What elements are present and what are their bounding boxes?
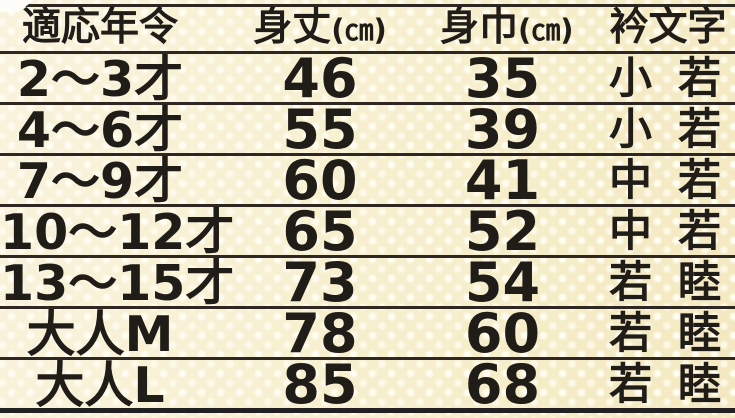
age-cell: 10〜12才: [0, 203, 235, 261]
collar-right: 睦: [678, 257, 721, 308]
header-body-length: 身丈(㎝): [200, 8, 440, 47]
body-length-cell: 60: [282, 149, 358, 212]
body-length-cell: 46: [282, 47, 358, 110]
header-body-length-unit: (㎝): [331, 12, 387, 47]
collar-left: 中: [609, 155, 652, 206]
age-cell: 大人L: [35, 356, 165, 414]
collar-right: 若: [678, 104, 721, 155]
header-body-width-label: 身巾: [440, 4, 519, 50]
body-width-cell: 39: [464, 98, 541, 161]
age-cell: 13〜15才: [0, 254, 235, 312]
collar-left: 若: [609, 308, 652, 359]
table-row: 13〜15才 73 54 若 睦: [0, 251, 735, 314]
table-row: 大人L 85 68 若 睦: [0, 353, 735, 416]
body-width-cell: 54: [464, 251, 541, 314]
body-width-cell: 35: [464, 47, 541, 110]
age-cell: 2〜3才: [16, 50, 184, 108]
table-row: 大人M 78 60 若 睦: [0, 302, 735, 365]
table-row: 4〜6才 55 39 小 若: [0, 98, 735, 161]
collar-cell: 中 若: [565, 155, 735, 206]
collar-left: 若: [609, 359, 652, 410]
body-length-cell: 78: [282, 302, 358, 365]
header-age: 適応年令: [21, 4, 178, 50]
age-cell: 大人M: [26, 305, 174, 363]
body-length-cell: 85: [282, 353, 358, 416]
body-width-cell: 52: [464, 200, 541, 263]
age-cell: 4〜6才: [16, 101, 184, 159]
size-table: 適応年令 身丈(㎝) 身巾(㎝) 衿文字 2〜3才 46 35 小 若 4〜6才…: [0, 4, 735, 413]
table-row: 10〜12才 65 52 中 若: [0, 200, 735, 263]
body-width-cell: 41: [464, 149, 541, 212]
header-body-length-label: 身丈: [253, 4, 332, 50]
body-length-cell: 73: [282, 251, 358, 314]
collar-right: 若: [678, 53, 721, 104]
collar-right: 睦: [678, 308, 721, 359]
collar-cell: 若 睦: [565, 308, 735, 359]
age-cell: 7〜9才: [16, 152, 184, 210]
table-row: 2〜3才 46 35 小 若: [0, 47, 735, 110]
body-length-cell: 65: [282, 200, 358, 263]
header-body-width: 身巾(㎝): [440, 4, 574, 50]
header-body-width-unit: (㎝): [518, 12, 574, 47]
collar-cell: 若 睦: [565, 257, 735, 308]
collar-cell: 中 若: [565, 206, 735, 257]
body-width-cell: 60: [464, 302, 541, 365]
table-header-row: 適応年令 身丈(㎝) 身巾(㎝) 衿文字: [0, 7, 735, 54]
collar-right: 睦: [678, 359, 721, 410]
collar-left: 小: [609, 104, 652, 155]
collar-cell: 小 若: [565, 53, 735, 104]
collar-left: 若: [609, 257, 652, 308]
collar-cell: 小 若: [565, 104, 735, 155]
collar-right: 若: [678, 155, 721, 206]
header-collar: 衿文字: [609, 4, 727, 50]
collar-left: 小: [609, 53, 652, 104]
table-row: 7〜9才 60 41 中 若: [0, 149, 735, 212]
collar-right: 若: [678, 206, 721, 257]
collar-left: 中: [609, 206, 652, 257]
collar-cell: 若 睦: [565, 359, 735, 410]
body-width-cell: 68: [464, 353, 541, 416]
body-length-cell: 55: [282, 98, 358, 161]
